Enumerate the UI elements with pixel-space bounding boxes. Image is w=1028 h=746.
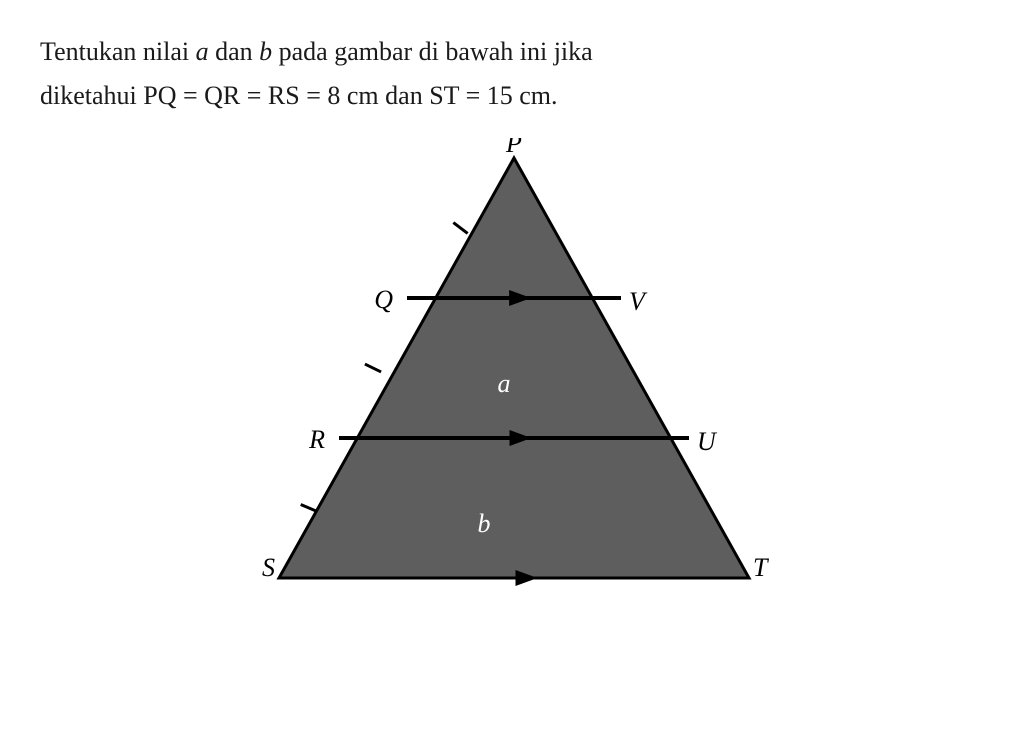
svg-text:Q: Q bbox=[374, 285, 393, 314]
variable-b: b bbox=[259, 37, 272, 66]
svg-text:T: T bbox=[753, 553, 769, 582]
svg-text:b: b bbox=[478, 509, 491, 538]
svg-text:U: U bbox=[697, 427, 718, 456]
variable-a: a bbox=[196, 37, 209, 66]
problem-statement: Tentukan nilai a dan b pada gambar di ba… bbox=[40, 30, 988, 118]
text-segment: Tentukan nilai bbox=[40, 37, 196, 66]
text-segment: pada gambar di bawah ini jika bbox=[272, 37, 593, 66]
svg-text:P: P bbox=[505, 138, 522, 158]
svg-text:S: S bbox=[262, 553, 275, 582]
svg-text:a: a bbox=[498, 369, 511, 398]
text-segment: dan bbox=[209, 37, 260, 66]
svg-text:R: R bbox=[308, 425, 325, 454]
text-segment: diketahui PQ = QR = RS = 8 cm dan ST = 1… bbox=[40, 81, 558, 110]
svg-text:V: V bbox=[629, 287, 648, 316]
figure-container: P Q V R U S Ta b bbox=[40, 138, 988, 598]
triangle-diagram: P Q V R U S Ta b bbox=[254, 138, 774, 598]
